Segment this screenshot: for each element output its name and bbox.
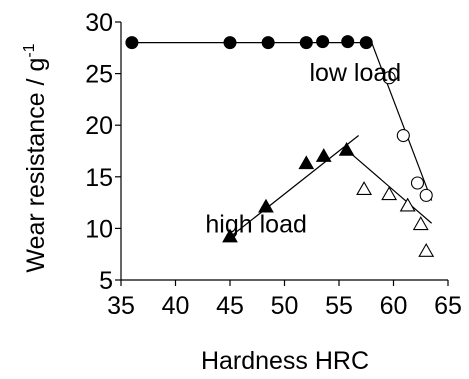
annotation-low-load: low load xyxy=(309,59,401,87)
x-tick-label: 40 xyxy=(162,292,190,320)
filled-circle-point xyxy=(341,35,355,49)
open-circle-point xyxy=(419,188,433,202)
y-tick-label: 30 xyxy=(85,9,113,37)
y-tick-label: 5 xyxy=(99,267,113,295)
y-tick-label: 10 xyxy=(85,215,113,243)
axis-titles: Hardness HRC Wear resistance / g-1 xyxy=(21,43,369,375)
open-triangle-point xyxy=(418,242,435,257)
open-triangle-point xyxy=(356,181,373,195)
open-triangle-point xyxy=(399,197,416,212)
x-tick-label: 35 xyxy=(107,292,135,320)
y-tick-label: 20 xyxy=(85,112,113,140)
filled-triangle-point xyxy=(338,141,355,156)
fit-lines xyxy=(131,42,433,240)
fit-line xyxy=(227,135,359,240)
fit-line xyxy=(344,147,433,224)
filled-circle-point xyxy=(125,36,139,50)
x-tick-label: 45 xyxy=(216,292,244,320)
data-points xyxy=(125,35,435,257)
filled-circle-point xyxy=(359,36,373,50)
axes: 35 40 45 50 55 60 65 5 10 15 20 25 30 xyxy=(85,9,462,320)
annotations: low load high load xyxy=(205,59,401,239)
open-circle-point xyxy=(382,71,396,85)
open-triangle-point xyxy=(412,216,429,231)
y-axis-title: Wear resistance / g-1 xyxy=(21,43,50,272)
filled-circle-point xyxy=(223,36,237,50)
fit-line xyxy=(371,42,433,201)
x-axis-title: Hardness HRC xyxy=(201,347,369,375)
x-tick-label: 60 xyxy=(380,292,408,320)
annotation-high-load: high load xyxy=(205,211,306,239)
filled-circle-point xyxy=(299,36,313,50)
filled-circle-point xyxy=(316,35,330,49)
y-tick-label: 25 xyxy=(85,61,113,89)
filled-circle-point xyxy=(261,36,275,50)
x-tick-label: 65 xyxy=(434,292,462,320)
y-axis-title-main: Wear resistance / g xyxy=(22,58,50,273)
y-axis-title-superscript: -1 xyxy=(21,43,38,57)
filled-triangle-point xyxy=(315,148,332,162)
y-tick-label: 15 xyxy=(85,164,113,192)
open-triangle-point xyxy=(381,186,398,201)
filled-triangle-point xyxy=(258,198,274,213)
open-circle-point xyxy=(410,176,425,190)
filled-triangle-point xyxy=(222,228,238,243)
x-tick-label: 50 xyxy=(271,292,299,320)
x-tick-label: 55 xyxy=(325,292,353,320)
open-circle-point xyxy=(396,128,410,143)
filled-triangle-point xyxy=(298,155,315,170)
